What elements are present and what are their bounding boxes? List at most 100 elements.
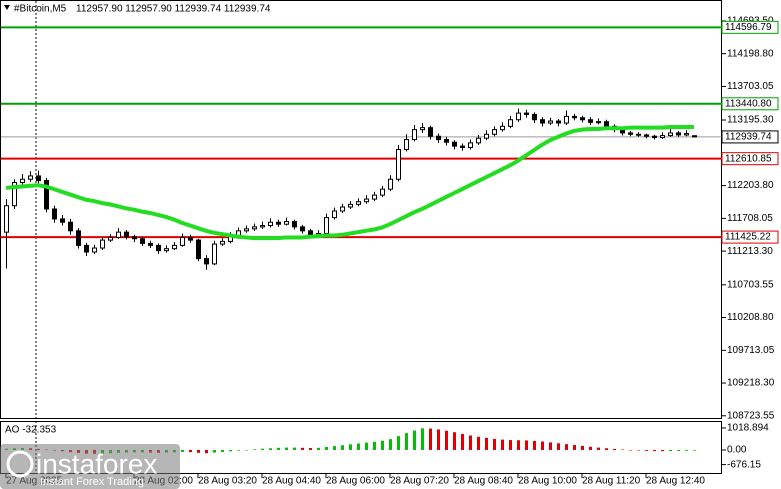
candle-body bbox=[108, 236, 113, 241]
ao-y-tick-label: -676.15 bbox=[727, 459, 761, 470]
ao-bar bbox=[661, 449, 664, 452]
ao-bar bbox=[501, 439, 504, 450]
ao-bar bbox=[541, 441, 544, 450]
candle-body bbox=[572, 115, 577, 119]
candle-body bbox=[92, 247, 97, 253]
y-tick-label: 112203.80 bbox=[727, 180, 774, 191]
ao-bar bbox=[677, 449, 680, 451]
level-price-box bbox=[721, 230, 779, 244]
candle-body bbox=[84, 244, 89, 253]
y-tick-label: 113195.30 bbox=[727, 115, 774, 126]
candle-body bbox=[4, 205, 9, 233]
ao-bar bbox=[613, 448, 616, 450]
candle-body bbox=[492, 129, 497, 135]
candle-body bbox=[260, 225, 265, 228]
candle-body bbox=[348, 203, 353, 208]
ao-bar bbox=[477, 436, 480, 450]
ao-bar bbox=[253, 449, 256, 450]
candle-body bbox=[644, 134, 649, 137]
level-price-label: 112610.85 bbox=[725, 153, 772, 164]
candle-body bbox=[116, 231, 121, 238]
candle-body bbox=[388, 178, 393, 190]
candle-body bbox=[660, 135, 665, 139]
ao-bar bbox=[693, 449, 696, 451]
ao-bar bbox=[653, 449, 656, 452]
level-price-label: 111425.22 bbox=[725, 232, 771, 243]
candle-body bbox=[124, 231, 129, 238]
ao-bar bbox=[621, 449, 624, 451]
ao-bar bbox=[573, 445, 576, 450]
ao-bar bbox=[325, 446, 328, 450]
candle-body bbox=[212, 243, 217, 265]
candle-body bbox=[604, 121, 609, 127]
ao-bar bbox=[301, 447, 304, 450]
candle-body bbox=[220, 240, 225, 245]
ao-bar bbox=[445, 430, 448, 450]
candle-body bbox=[68, 221, 73, 232]
ao-bar bbox=[285, 447, 288, 450]
watermark-brand: instaforex bbox=[36, 448, 157, 479]
y-tick-label: 108723.55 bbox=[727, 410, 775, 421]
ao-bar bbox=[261, 448, 264, 450]
ao-bar bbox=[421, 428, 424, 450]
x-tick-label: 28 Aug 12:40 bbox=[646, 476, 705, 487]
candle-body bbox=[372, 194, 377, 200]
candle-body bbox=[652, 135, 657, 139]
candle-body bbox=[444, 139, 449, 143]
candle-body bbox=[548, 120, 553, 124]
y-tick-label: 110703.55 bbox=[727, 279, 774, 290]
candle-body bbox=[684, 133, 689, 136]
ao-bar bbox=[373, 441, 376, 450]
candle-body bbox=[404, 139, 409, 150]
candle-body bbox=[252, 226, 257, 230]
ao-bar bbox=[645, 449, 648, 451]
candle-body bbox=[172, 244, 177, 250]
candle-body bbox=[44, 180, 49, 210]
candle-body bbox=[428, 127, 433, 137]
x-tick-label: 28 Aug 11:20 bbox=[582, 476, 641, 487]
ao-y-tick-label: 0.00 bbox=[727, 445, 747, 456]
ao-bar bbox=[565, 444, 568, 450]
ao-bar bbox=[493, 438, 496, 450]
x-tick-label: 28 Aug 08:40 bbox=[454, 476, 513, 487]
ao-bar bbox=[389, 439, 392, 450]
ao-bar bbox=[413, 430, 416, 450]
ao-bar bbox=[589, 446, 592, 450]
candle-body bbox=[60, 218, 65, 223]
ao-bar bbox=[277, 447, 280, 450]
x-tick-label: 28 Aug 03:20 bbox=[198, 476, 257, 487]
candle-body bbox=[628, 132, 633, 135]
ao-bar bbox=[669, 449, 672, 452]
ao-bar bbox=[341, 445, 344, 450]
ao-bar bbox=[221, 449, 224, 452]
candle-body bbox=[396, 148, 401, 180]
y-tick-label: 109218.30 bbox=[727, 378, 775, 389]
ao-bar bbox=[533, 440, 536, 450]
watermark: instaforex Instant Forex Trading bbox=[0, 444, 180, 489]
candle-body bbox=[300, 226, 305, 232]
candle-body bbox=[436, 135, 441, 141]
candle-body bbox=[140, 238, 145, 244]
candle-body bbox=[412, 129, 417, 141]
candle-body bbox=[12, 182, 17, 207]
candle-body bbox=[540, 119, 545, 124]
y-tick-label: 109713.05 bbox=[727, 345, 775, 356]
level-price-label: 114596.79 bbox=[725, 22, 772, 33]
candle-body bbox=[196, 239, 201, 260]
candle-body bbox=[676, 132, 681, 136]
candle-body bbox=[268, 221, 273, 227]
candle-body bbox=[476, 137, 481, 144]
ao-bar bbox=[229, 449, 232, 452]
candle-body bbox=[564, 115, 569, 124]
y-tick-label: 113703.05 bbox=[727, 81, 774, 92]
candle-body bbox=[580, 117, 585, 121]
ao-bar bbox=[509, 440, 512, 450]
candle-body bbox=[284, 221, 289, 225]
ao-bar bbox=[605, 448, 608, 450]
candle-body bbox=[380, 188, 385, 196]
ao-bar bbox=[309, 448, 312, 450]
candle-body bbox=[156, 244, 161, 252]
watermark-bg bbox=[0, 444, 180, 489]
